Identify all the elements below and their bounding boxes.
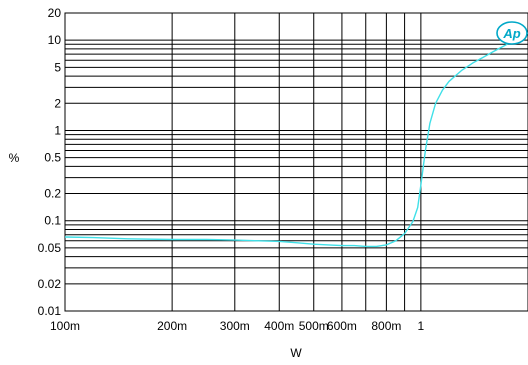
y-tick-label: 20 bbox=[48, 6, 62, 20]
grid bbox=[64, 12, 528, 312]
x-tick-label: 500m bbox=[299, 319, 329, 333]
x-tick-label: 1 bbox=[418, 319, 425, 333]
y-tick-labels: 0.01 0.02 0.05 0.1 0.2 0.5 1 2 5 10 20 bbox=[38, 6, 62, 318]
x-tick-label: 100m bbox=[50, 319, 80, 333]
ap-logo: Ap bbox=[496, 21, 528, 45]
y-tick-label: 1 bbox=[54, 123, 61, 137]
series-layer bbox=[64, 32, 528, 248]
x-tick-label: 400m bbox=[264, 319, 294, 333]
x-tick-label: 600m bbox=[327, 319, 357, 333]
y-tick-label: 0.5 bbox=[44, 151, 61, 165]
y-tick-label: 0.01 bbox=[38, 304, 62, 318]
y-tick-label: 0.1 bbox=[44, 214, 61, 228]
plot-frame bbox=[64, 12, 528, 312]
y-axis-label: % bbox=[9, 151, 20, 165]
y-tick-label: 2 bbox=[54, 96, 61, 110]
x-tick-label: 300m bbox=[220, 319, 250, 333]
y-tick-label: 0.02 bbox=[38, 277, 62, 291]
x-tick-label: 200m bbox=[157, 319, 187, 333]
x-axis-label: W bbox=[290, 346, 302, 360]
ap-logo-ring bbox=[496, 21, 528, 45]
y-tick-label: 0.05 bbox=[38, 241, 62, 255]
y-tick-label: 5 bbox=[54, 60, 61, 74]
ap-logo-text: Ap bbox=[502, 26, 520, 41]
x-tick-label: 800m bbox=[371, 319, 401, 333]
series-line bbox=[64, 32, 528, 248]
y-tick-label: 0.2 bbox=[44, 187, 61, 201]
y-tick-label: 10 bbox=[48, 33, 62, 47]
